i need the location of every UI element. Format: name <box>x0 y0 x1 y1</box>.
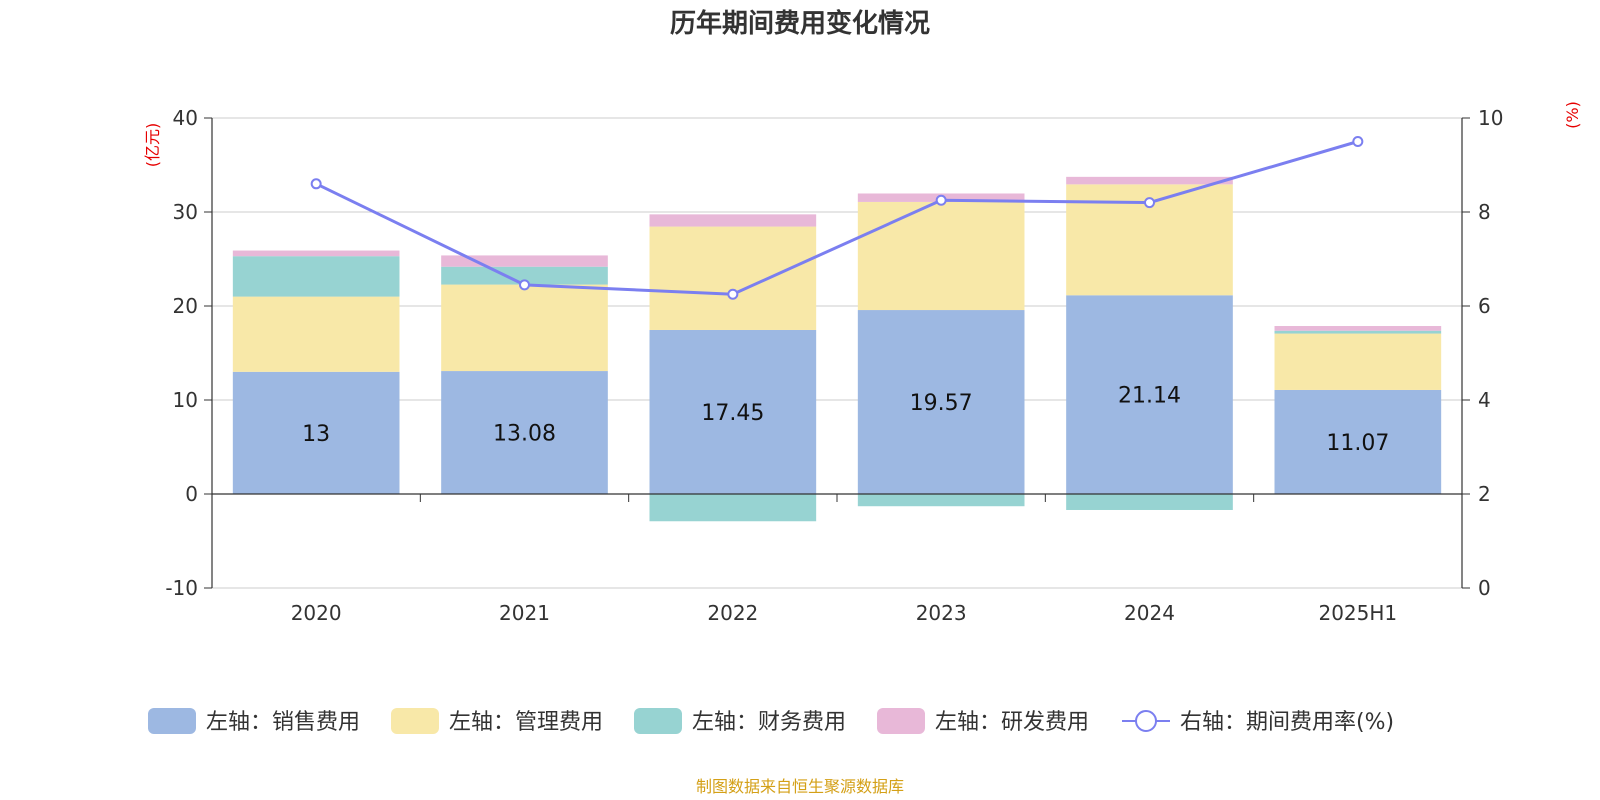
right-tick-label-4: 8 <box>1478 200 1491 224</box>
grid <box>212 117 1462 589</box>
left-tick-label-3: 20 <box>173 294 198 318</box>
right-tick-label-1: 2 <box>1478 482 1491 506</box>
bar-value-label-1: 13.08 <box>493 422 556 447</box>
x-tick-label-2: 2022 <box>707 601 758 625</box>
rate-point-2020 <box>310 178 322 190</box>
bar-value-label-0: 13 <box>302 422 330 447</box>
x-tick-label-4: 2024 <box>1124 601 1175 625</box>
right-tick-label-2: 4 <box>1478 388 1491 412</box>
bar-2-2024 <box>1066 494 1233 510</box>
left-tick-label-4: 30 <box>173 200 198 224</box>
bar-1-2021 <box>441 284 608 372</box>
bar-2-2022 <box>649 494 817 522</box>
left-tick-label-0: -10 <box>165 576 198 600</box>
legend: 左轴：销售费用 左轴：管理费用 左轴：财务费用 左轴：研发费用 右轴：期间费用率(%) <box>148 708 1394 735</box>
rate-point-2023 <box>935 194 947 206</box>
axes: -10 0 10 20 30 40 0 2 4 6 8 10 2020 2021 2022 2023 2024 2… <box>165 106 1503 625</box>
bar-value-label-2: 17.45 <box>701 401 764 426</box>
rate-point-2021 <box>519 279 530 291</box>
legend-label-3: 左轴：研发费用 <box>935 710 1089 735</box>
legend-label-4: 右轴：期间费用率(%) <box>1180 710 1394 735</box>
bar-value-label-3: 19.57 <box>910 391 973 416</box>
bar-1-2022 <box>649 226 817 330</box>
x-tick-label-0: 2020 <box>291 601 342 625</box>
legend-label-0: 左轴：销售费用 <box>206 710 360 735</box>
bar-0-2021 <box>441 371 608 494</box>
legend-swatch-2 <box>634 708 682 734</box>
legend-swatch-0 <box>148 708 196 734</box>
bar-0-2023 <box>857 310 1025 494</box>
bar-1-2023 <box>857 201 1025 311</box>
bar-3-2021 <box>441 255 608 267</box>
bar-2-2020 <box>232 256 400 297</box>
bar-2-2021 <box>441 266 608 285</box>
left-tick-label-5: 40 <box>173 106 198 130</box>
x-tick-label-1: 2021 <box>499 601 550 625</box>
legend-swatch-3 <box>877 708 925 734</box>
x-tick-label-5: 2025H1 <box>1318 601 1397 625</box>
bar-1-2020 <box>232 296 400 372</box>
bar-0-2020 <box>232 371 400 494</box>
bar-3-2024 <box>1066 176 1233 185</box>
right-tick-label-3: 6 <box>1478 294 1491 318</box>
left-axis-unit: (亿元) <box>143 123 162 168</box>
bar-0-2022 <box>649 329 817 494</box>
rate-point-2025H1 <box>1352 136 1364 147</box>
legend-label-1: 左轴：管理费用 <box>449 710 603 735</box>
right-tick-label-0: 0 <box>1478 576 1491 600</box>
bar-0-2024 <box>1066 295 1233 494</box>
bars <box>232 176 1442 522</box>
bar-2-2025H1 <box>1274 330 1442 334</box>
legend-label-2: 左轴：财务费用 <box>692 710 846 735</box>
bar-3-2020 <box>232 250 400 257</box>
chart-title: 历年期间费用变化情况 <box>670 8 930 39</box>
source-note: 制图数据来自恒生聚源数据库 <box>696 777 904 796</box>
left-tick-label-1: 0 <box>185 482 198 506</box>
bar-value-label-4: 21.14 <box>1118 384 1181 409</box>
bar-labels: 13 13.08 17.45 19.57 21.14 11.07 <box>302 384 1389 456</box>
rate-point-2022 <box>727 288 739 300</box>
left-tick-label-2: 10 <box>173 388 198 412</box>
right-axis-unit: (%) <box>1563 101 1582 129</box>
bar-1-2025H1 <box>1274 333 1442 390</box>
right-tick-label-5: 10 <box>1478 106 1503 130</box>
bar-3-2022 <box>649 214 817 227</box>
rate-line-path <box>315 140 1359 296</box>
legend-circle-swatch <box>1135 710 1157 732</box>
bar-3-2025H1 <box>1274 326 1442 331</box>
x-tick-label-3: 2023 <box>916 601 967 625</box>
bar-value-label-5: 11.07 <box>1326 431 1389 456</box>
legend-swatch-1 <box>391 708 439 734</box>
rate-line <box>310 136 1364 300</box>
bar-2-2023 <box>857 494 1025 507</box>
rate-point-2024 <box>1144 197 1155 209</box>
bar-0-2025H1 <box>1274 389 1442 494</box>
